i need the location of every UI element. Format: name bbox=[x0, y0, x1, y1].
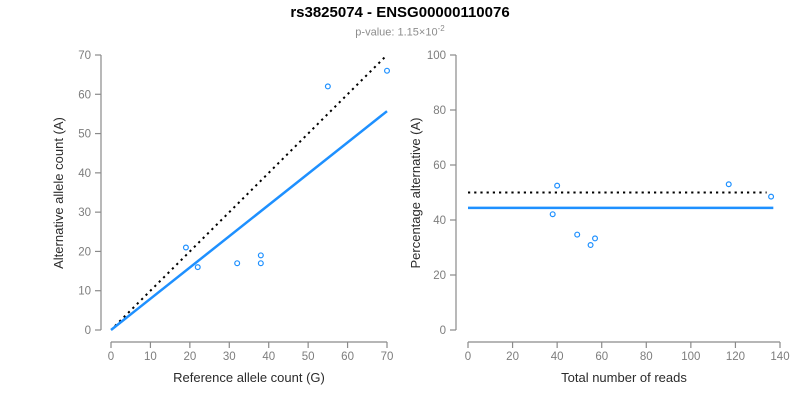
allele-count-plot: 0 10 20 30 40 50 60 70 0 10 20 30 40 50 60 70 Reference … bbox=[51, 50, 393, 385]
data-point bbox=[234, 260, 241, 267]
y-tick-label: 40 bbox=[78, 168, 91, 180]
y-tick-label: 0 bbox=[440, 325, 446, 337]
data-point bbox=[549, 211, 556, 218]
y-tick-label: 10 bbox=[78, 286, 91, 298]
data-point bbox=[194, 264, 201, 271]
y-tick-label: 40 bbox=[433, 215, 446, 227]
x-tick-label: 140 bbox=[770, 351, 789, 363]
x-tick-label: 30 bbox=[223, 351, 236, 363]
figure-title: rs3825074 - ENSG00000110076 bbox=[290, 4, 510, 21]
data-point bbox=[257, 260, 264, 267]
x-axis-title: Reference allele count (G) bbox=[173, 370, 325, 385]
fit-line bbox=[110, 110, 388, 331]
x-tick-label: 70 bbox=[381, 351, 394, 363]
percentage-plot: 0 20 40 60 80 100 0 20 40 60 80 100 120 140 Total numb… bbox=[408, 50, 790, 385]
data-point bbox=[574, 231, 581, 238]
data-point bbox=[725, 181, 732, 188]
data-point bbox=[182, 244, 189, 251]
y-tick-label: 30 bbox=[78, 207, 91, 219]
x-tick-label: 0 bbox=[465, 351, 471, 363]
y-tick-label: 20 bbox=[78, 246, 91, 258]
data-point bbox=[257, 252, 264, 259]
x-tick-label: 50 bbox=[302, 351, 315, 363]
y-tick-label: 80 bbox=[433, 105, 446, 117]
x-tick-label: 60 bbox=[341, 351, 354, 363]
y-tick-label: 100 bbox=[427, 50, 446, 62]
y-tick-label: 60 bbox=[433, 160, 446, 172]
data-point bbox=[587, 242, 594, 249]
y-axis-title: Percentage alternative (A) bbox=[408, 117, 423, 268]
y-tick-label: 20 bbox=[433, 270, 446, 282]
x-tick-label: 100 bbox=[681, 351, 700, 363]
x-tick-label: 20 bbox=[506, 351, 519, 363]
y-tick-label: 60 bbox=[78, 89, 91, 101]
p-value-exponent: -2 bbox=[437, 24, 445, 33]
x-tick-label: 80 bbox=[640, 351, 653, 363]
y-tick-label: 0 bbox=[85, 325, 91, 337]
data-point bbox=[554, 182, 561, 189]
identity-line bbox=[114, 54, 388, 327]
p-value-text: p-value: 1.15×10 bbox=[355, 26, 438, 39]
y-axis-title: Alternative allele count (A) bbox=[51, 117, 66, 269]
p-value-subtitle: p-value: 1.15×10-2 bbox=[0, 22, 800, 40]
x-tick-label: 0 bbox=[108, 351, 114, 363]
y-tick-label: 50 bbox=[78, 129, 91, 141]
data-point bbox=[324, 83, 331, 90]
x-tick-label: 10 bbox=[144, 351, 157, 363]
data-point bbox=[592, 235, 599, 242]
y-tick-label: 70 bbox=[78, 50, 91, 62]
figure-header: rs3825074 - ENSG00000110076 p-value: 1.1… bbox=[0, 4, 800, 40]
x-tick-label: 40 bbox=[262, 351, 275, 363]
x-axis-title: Total number of reads bbox=[561, 370, 687, 385]
x-tick-label: 20 bbox=[183, 351, 196, 363]
x-tick-label: 40 bbox=[551, 351, 564, 363]
x-tick-label: 120 bbox=[726, 351, 745, 363]
data-point bbox=[384, 67, 391, 74]
data-point bbox=[768, 193, 775, 200]
x-tick-label: 60 bbox=[595, 351, 608, 363]
